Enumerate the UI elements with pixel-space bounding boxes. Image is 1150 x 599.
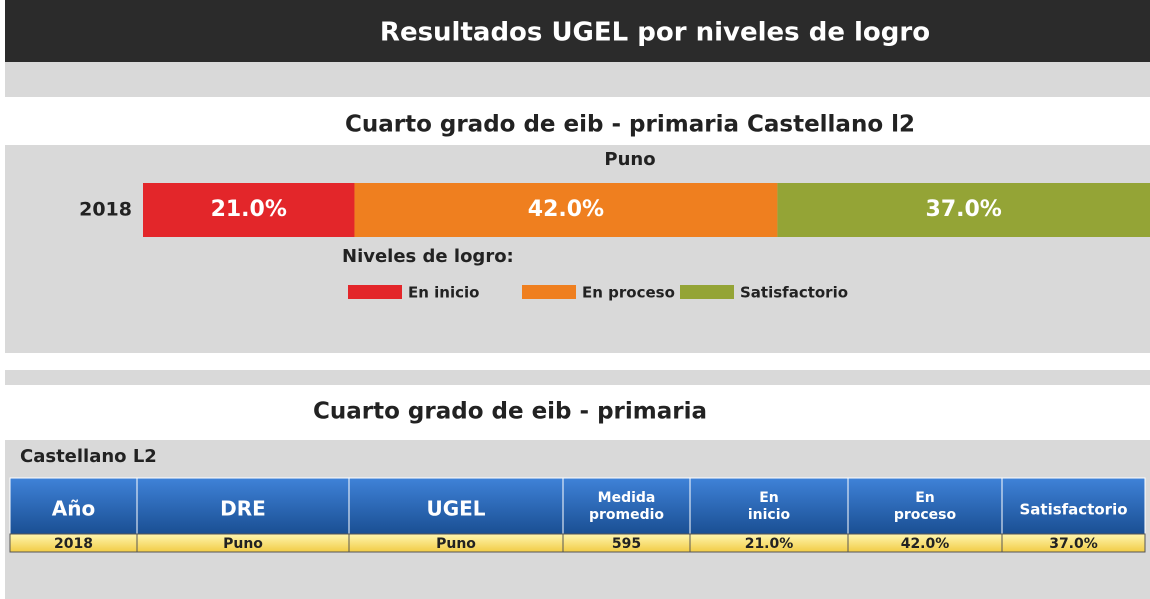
header-label: En inicio <box>748 490 791 523</box>
legend-swatch <box>522 285 576 299</box>
cell-text: 37.0% <box>1049 536 1098 552</box>
table-title: Cuarto grado de eib - primaria <box>313 399 707 425</box>
legend-label: En proceso <box>582 284 675 302</box>
bar-segment <box>354 183 778 237</box>
data-label: 21.0% <box>211 197 287 222</box>
legend-label: Satisfactorio <box>740 284 848 302</box>
header-cell <box>562 477 691 535</box>
cell-text: 595 <box>612 536 641 552</box>
header-label: Satisfactorio <box>1019 501 1127 519</box>
band <box>5 370 1150 385</box>
table-cell <box>1001 533 1146 553</box>
page-title: Resultados UGEL por niveles de logro <box>380 18 930 48</box>
header-label: UGEL <box>426 497 485 521</box>
header-cell <box>348 477 564 535</box>
cell-text: 42.0% <box>901 536 950 552</box>
cell-text: 21.0% <box>745 536 794 552</box>
legend-swatch <box>348 285 402 299</box>
band <box>5 62 1150 97</box>
header-cell <box>9 477 138 535</box>
data-label: 37.0% <box>926 197 1002 222</box>
chart-panel <box>5 145 1150 353</box>
data-label: 42.0% <box>528 197 604 222</box>
category-label: 2018 <box>79 199 132 221</box>
header-cell <box>689 477 849 535</box>
header-label: En proceso <box>894 490 957 523</box>
header-label: DRE <box>220 497 266 521</box>
cell-text: Puno <box>223 536 263 552</box>
legend-label: En inicio <box>408 284 479 302</box>
bar-segment <box>777 183 1150 237</box>
header-cell <box>847 477 1003 535</box>
header-bar <box>5 0 1150 62</box>
header-label: Año <box>52 497 95 521</box>
chart-subtitle: Puno <box>604 149 655 170</box>
table-subtitle: Castellano L2 <box>20 446 157 467</box>
cell-text: Puno <box>436 536 476 552</box>
legend-title: Niveles de logro: <box>342 246 514 267</box>
cell-text: 2018 <box>54 536 93 552</box>
chart-title: Cuarto grado de eib - primaria Castellan… <box>345 112 915 138</box>
bar-segment <box>143 183 355 237</box>
legend-swatch <box>680 285 734 299</box>
header-label: Medida promedio <box>589 490 664 523</box>
